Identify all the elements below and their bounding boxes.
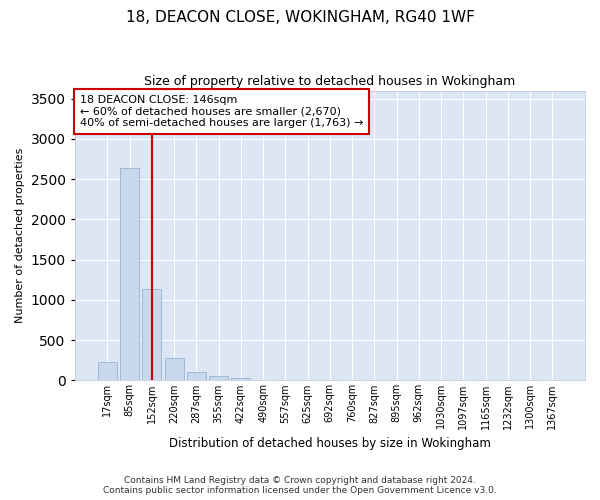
Bar: [142, 290, 161, 380]
Bar: [209, 376, 228, 380]
Bar: [232, 378, 250, 380]
Bar: [164, 358, 184, 380]
Text: Contains HM Land Registry data © Crown copyright and database right 2024.
Contai: Contains HM Land Registry data © Crown c…: [103, 476, 497, 495]
Bar: [120, 168, 139, 380]
Bar: [187, 372, 206, 380]
X-axis label: Distribution of detached houses by size in Wokingham: Distribution of detached houses by size …: [169, 437, 491, 450]
Bar: [98, 362, 117, 380]
Y-axis label: Number of detached properties: Number of detached properties: [15, 148, 25, 323]
Text: 18 DEACON CLOSE: 146sqm
← 60% of detached houses are smaller (2,670)
40% of semi: 18 DEACON CLOSE: 146sqm ← 60% of detache…: [80, 95, 363, 128]
Title: Size of property relative to detached houses in Wokingham: Size of property relative to detached ho…: [144, 75, 515, 88]
Text: 18, DEACON CLOSE, WOKINGHAM, RG40 1WF: 18, DEACON CLOSE, WOKINGHAM, RG40 1WF: [125, 10, 475, 25]
